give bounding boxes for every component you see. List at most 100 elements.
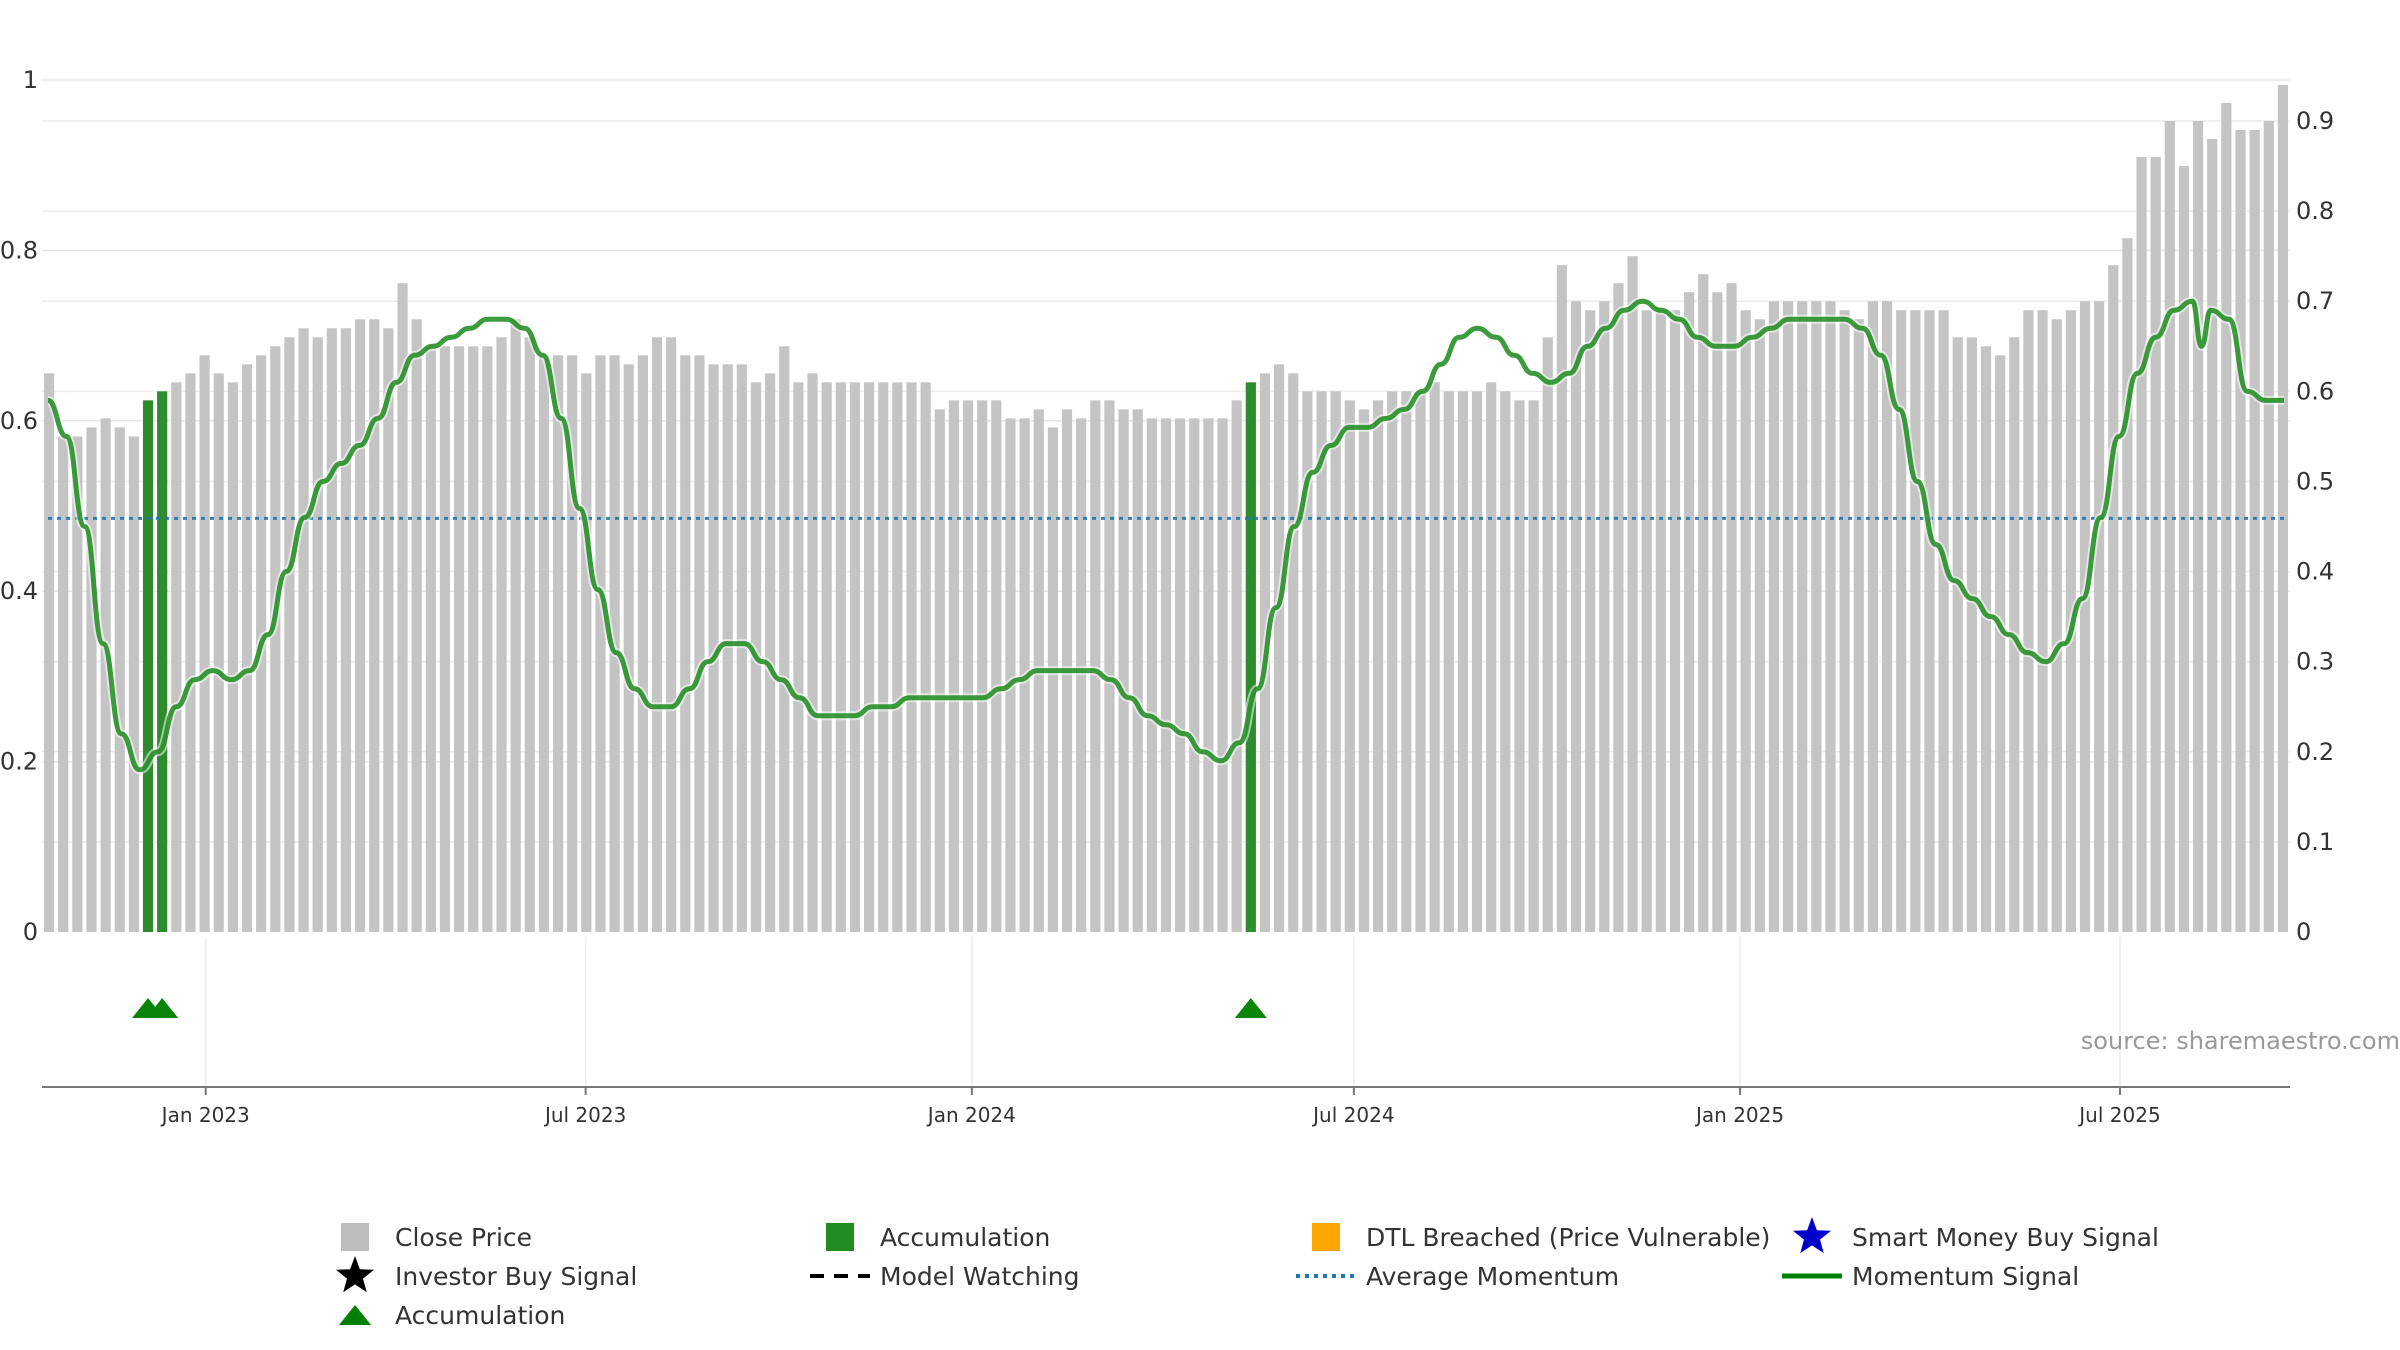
momentum-signal-layer	[45, 296, 2284, 775]
close-price-bar	[948, 400, 960, 932]
close-price-bar	[1217, 418, 1228, 932]
close-price-bar	[1896, 310, 1907, 932]
close-price-bar	[1443, 391, 1454, 932]
close-price-bar	[1867, 301, 1879, 932]
close-price-bar	[581, 373, 592, 932]
close-price-bar	[1344, 400, 1355, 932]
close-price-bars	[43, 84, 2289, 933]
right-tick-label: 0.9	[2296, 107, 2334, 135]
close-price-bar	[298, 328, 309, 932]
legend: Close Price Accumulation DTL Breached (Pri…	[336, 1217, 2159, 1330]
legend-item: Close Price	[341, 1223, 532, 1252]
close-price-bar	[213, 373, 224, 932]
close-price-bar	[1938, 310, 1949, 932]
close-price-bar	[920, 382, 931, 932]
legend-label: Accumulation	[395, 1301, 565, 1330]
close-price-bar	[991, 400, 1002, 932]
close-price-bar	[2037, 310, 2048, 932]
legend-item: Average Momentum	[1296, 1262, 1619, 1291]
legend-item: Accumulation	[826, 1223, 1050, 1252]
close-price-bar	[1980, 346, 1992, 932]
close-price-bar	[1669, 310, 1681, 932]
close-price-bar	[793, 382, 804, 932]
right-tick-label: 0.2	[2296, 738, 2334, 766]
close-price-bar	[411, 319, 422, 932]
close-price-bar	[1556, 265, 1567, 933]
close-price-bar	[1429, 382, 1440, 932]
close-price-bar	[1500, 391, 1511, 932]
close-price-bar	[114, 427, 125, 932]
accumulation-markers	[132, 998, 1267, 1018]
close-price-bar	[270, 346, 281, 932]
close-price-bar	[1881, 301, 1893, 932]
close-price-bar	[1486, 382, 1497, 932]
momentum-signal-line	[46, 298, 2284, 773]
close-price-bar	[1655, 310, 1666, 932]
close-price-bar	[1316, 391, 1327, 932]
close-price-bar	[1839, 310, 1850, 932]
close-price-bar	[1853, 319, 1864, 932]
legend-item: Investor Buy Signal	[336, 1256, 637, 1293]
close-price-bar	[355, 319, 366, 932]
close-price-bar	[623, 364, 634, 932]
close-price-bar	[2207, 139, 2218, 932]
close-price-bar	[651, 337, 663, 932]
legend-label: Accumulation	[880, 1223, 1050, 1252]
close-price-bar	[962, 400, 974, 932]
close-price-bar	[1966, 337, 1977, 932]
legend-item: Accumulation	[339, 1301, 565, 1330]
close-price-bar	[510, 319, 521, 932]
close-price-bar	[1274, 364, 1285, 932]
close-price-bar	[171, 382, 182, 932]
close-price-bar	[1471, 391, 1483, 932]
close-price-bar	[1415, 391, 1426, 932]
close-price-bar	[892, 382, 903, 932]
x-tick-label: Jan 2023	[160, 1103, 250, 1127]
close-price-bar	[383, 328, 394, 932]
close-price-bar	[1712, 292, 1723, 932]
close-price-bar	[1358, 409, 1370, 932]
close-price-bar	[552, 355, 564, 932]
legend-label: DTL Breached (Price Vulnerable)	[1366, 1223, 1770, 1252]
close-price-bar	[1995, 355, 2006, 932]
close-price-bar	[1514, 400, 1525, 932]
close-price-bar	[1330, 391, 1341, 932]
close-price-bar	[906, 382, 917, 932]
close-price-bar	[2193, 121, 2204, 932]
close-price-bar	[765, 373, 776, 932]
accumulation-bar	[1245, 382, 1256, 932]
accumulation-bar	[157, 391, 168, 932]
close-price-bar	[340, 328, 352, 932]
right-tick-label: 0.5	[2296, 467, 2334, 495]
close-price-bar	[1952, 337, 1963, 932]
legend-label: Close Price	[395, 1223, 532, 1252]
close-price-bar	[779, 346, 790, 932]
close-price-bar	[2263, 121, 2274, 932]
close-price-bar	[1175, 418, 1186, 932]
x-axis: Jan 2023 Jul 2023 Jan 2024 Jul 2024 Jan 2025…	[42, 1086, 2290, 1127]
close-price-bar	[326, 328, 337, 932]
close-price-bar	[1910, 310, 1921, 932]
close-price-bar	[666, 337, 677, 932]
legend-label: Investor Buy Signal	[395, 1262, 637, 1291]
close-price-bar	[1570, 301, 1582, 932]
right-tick-label: 0.1	[2296, 828, 2334, 856]
close-price-bar	[1599, 301, 1610, 932]
close-price-bar	[1005, 418, 1016, 932]
left-tick-label: 1	[23, 66, 38, 94]
close-price-bar	[1302, 391, 1313, 932]
close-price-bar	[1782, 301, 1794, 932]
close-price-bar	[1528, 400, 1539, 932]
legend-symbol-triangle	[339, 1305, 371, 1325]
close-price-bar	[2277, 84, 2289, 932]
x-tick-label: Jan 2025	[1694, 1103, 1784, 1127]
left-tick-label: 0.6	[0, 407, 38, 435]
close-price-bar	[708, 364, 719, 932]
close-price-bar	[2150, 157, 2161, 933]
close-price-bar	[1684, 292, 1695, 932]
close-price-bar	[1457, 391, 1468, 932]
legend-symbol-square	[341, 1223, 369, 1251]
legend-symbol-square	[826, 1223, 854, 1251]
close-price-bar	[524, 337, 535, 932]
